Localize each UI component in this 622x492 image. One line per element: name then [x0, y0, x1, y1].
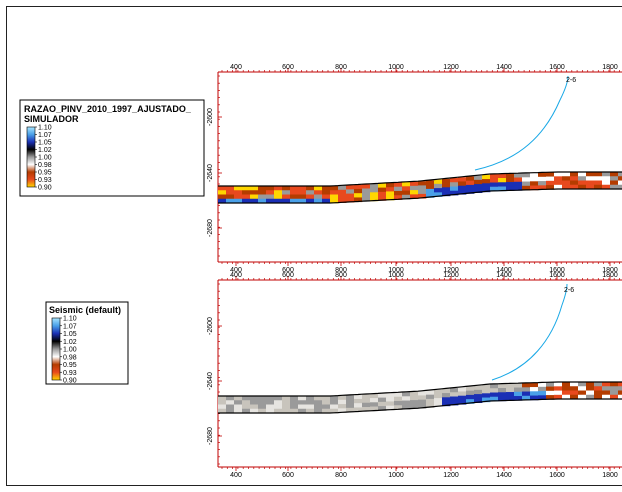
legend-seismic-tick-label: 0.93	[63, 370, 77, 377]
x-tick-label: 800	[335, 472, 347, 479]
well-label-top: 2-6	[566, 77, 576, 84]
x-axis-bottom-top: 400 600 800 1000 1200 1400 1600 1800	[218, 272, 622, 281]
legend-ratio[interactable]: RAZAO_PINV_2010_1997_AJUSTADO_ SIMULADOR…	[19, 99, 205, 197]
legend-ratio-tick-label: 0.93	[38, 177, 52, 184]
well-label-bottom: 2-6	[564, 287, 574, 294]
x-tick-label: 1600	[549, 272, 565, 279]
legend-ratio-tick-label: 1.02	[38, 147, 52, 154]
y-tick-label: -2640	[207, 372, 214, 390]
x-tick-label: 400	[230, 272, 242, 279]
x-tick-label: 1600	[549, 267, 565, 274]
x-tick-label: 800	[335, 272, 347, 279]
x-tick-label: 1000	[388, 64, 404, 71]
y-axis-top: -2600 -2640 -2680	[207, 72, 222, 262]
x-tick-label: 1800	[602, 64, 618, 71]
x-tick-label: 1600	[549, 64, 565, 71]
legend-seismic-tick-label: 1.07	[63, 323, 77, 330]
x-tick-label: 1000	[388, 472, 404, 479]
y-tick-label: -2640	[207, 164, 214, 182]
legend-seismic-tick-label: 1.05	[63, 331, 77, 338]
reservoir-section-bottom	[218, 381, 622, 414]
legend-seismic-tick-label: 1.00	[63, 347, 77, 354]
x-tick-label: 1800	[602, 472, 618, 479]
x-tick-label: 1200	[443, 64, 459, 71]
legend-ratio-tick-label: 0.98	[38, 162, 52, 169]
legend-ratio-colorbar: 1.101.071.051.021.000.980.950.930.90	[26, 125, 52, 192]
x-tick-label: 1400	[496, 267, 512, 274]
legend-ratio-title-line1: RAZAO_PINV_2010_1997_AJUSTADO_	[24, 104, 192, 114]
y-tick-label: -2600	[207, 108, 214, 126]
y-tick-label: -2600	[207, 317, 214, 335]
section-panel-bottom[interactable]: 400 600 800 1000 1200 1400 1600 1800 400 600 800 1…	[207, 272, 622, 479]
x-tick-label: 1200	[443, 472, 459, 479]
legend-ratio-tick-label: 1.07	[38, 132, 52, 139]
legend-seismic-tick-label: 0.90	[63, 378, 77, 385]
x-tick-label: 1200	[443, 267, 459, 274]
x-tick-label: 800	[335, 64, 347, 71]
x-tick-label: 1800	[602, 267, 618, 274]
legend-ratio-tick-label: 0.95	[38, 170, 52, 177]
x-tick-label: 1000	[388, 272, 404, 279]
figure-frame	[6, 6, 622, 486]
x-tick-label: 600	[282, 64, 294, 71]
legend-ratio-tick-label: 1.05	[38, 140, 52, 147]
x-tick-label: 1400	[496, 64, 512, 71]
legend-seismic-tick-label: 1.10	[63, 316, 77, 323]
y-tick-label: -2680	[207, 427, 214, 445]
x-tick-label: 1600	[549, 472, 565, 479]
legend-seismic-tick-label: 1.02	[63, 339, 77, 346]
x-axis-top-top: 400 600 800 1000 1200 1400 1600 1800	[218, 64, 622, 73]
x-axis-bottom-bottom: 400 600 800 1000 1200 1400 1600 1800	[218, 466, 622, 479]
legend-ratio-tick-label: 1.10	[38, 125, 52, 132]
legend-ratio-tick-label: 1.00	[38, 155, 52, 162]
x-tick-label: 400	[230, 472, 242, 479]
x-tick-label: 600	[282, 272, 294, 279]
legend-seismic-colorbar: 1.101.071.051.021.000.980.950.930.90	[51, 316, 77, 385]
x-tick-label: 600	[282, 267, 294, 274]
legend-seismic[interactable]: Seismic (default) 1.101.071.051.021.000.…	[45, 301, 129, 385]
legend-ratio-title-line2: SIMULADOR	[24, 114, 79, 124]
x-axis-top-bottom: 400 600 800 1000 1200 1400 1600 1800	[218, 261, 622, 274]
well-trajectory-top[interactable]	[474, 75, 569, 171]
x-tick-label: 1000	[388, 267, 404, 274]
legend-seismic-tick-label: 0.98	[63, 354, 77, 361]
x-tick-label: 1400	[496, 472, 512, 479]
reservoir-section-top	[218, 171, 622, 204]
x-tick-label: 1800	[602, 272, 618, 279]
x-tick-label: 400	[230, 64, 242, 71]
y-tick-label: -2680	[207, 219, 214, 237]
well-trajectory-bottom[interactable]	[491, 283, 568, 381]
legend-ratio-tick-label: 0.90	[38, 185, 52, 192]
legend-seismic-tick-label: 0.95	[63, 362, 77, 369]
section-panel-top[interactable]: 400 600 800 1000 1200 1400 1600 1800 400 600 800 1…	[207, 64, 622, 274]
legend-seismic-title: Seismic (default)	[49, 305, 121, 315]
x-tick-label: 1400	[496, 272, 512, 279]
x-tick-label: 800	[335, 267, 347, 274]
y-axis-bottom: -2600 -2640 -2680	[207, 280, 222, 467]
x-tick-label: 400	[230, 267, 242, 274]
x-tick-label: 600	[282, 472, 294, 479]
x-tick-label: 1200	[443, 272, 459, 279]
